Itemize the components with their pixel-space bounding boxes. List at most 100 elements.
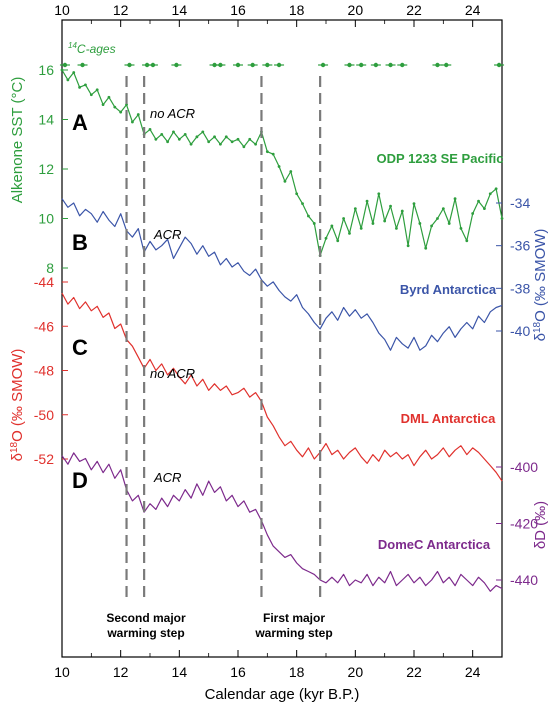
c14-age-point-8	[235, 62, 241, 68]
x-tick-label-top-1: 12	[113, 2, 129, 18]
series-point-A-55	[383, 219, 387, 223]
series-point-A-6	[95, 88, 99, 92]
y-axis-label-A: Alkenone SST (°C)	[9, 77, 26, 204]
c14-age-point-3	[144, 62, 150, 68]
c14-ages-label: 14C-ages	[68, 41, 116, 56]
series-point-A-29	[230, 140, 234, 144]
plot-frame	[61, 19, 503, 658]
second-step-label-line2: warming step	[106, 626, 184, 640]
series-point-A-63	[430, 224, 433, 228]
series-point-A-1	[66, 78, 70, 82]
series-point-A-38	[283, 179, 287, 183]
y-axis-label-D: δD (‰)	[532, 501, 549, 549]
x-tick-label-bottom-3: 16	[230, 664, 246, 680]
panel-name-A: ODP 1233 SE Pacific	[377, 151, 504, 166]
series-point-A-58	[400, 209, 404, 213]
panel-name-D: DomeC Antarctica	[378, 537, 491, 552]
series-point-A-53	[371, 222, 375, 225]
x-tick-label-top-2: 14	[172, 2, 188, 18]
y-tick-label-B-3: -40	[510, 323, 530, 339]
series-point-A-7	[101, 103, 105, 107]
y-tick-label-D-2: -440	[510, 572, 538, 588]
y-tick-label-D-1: -420	[510, 516, 538, 532]
series-point-A-5	[89, 93, 93, 97]
x-tick-label-top-7: 24	[465, 2, 481, 18]
panel-letter-D: D	[72, 468, 88, 493]
x-axis-label: Calendar age (kyr B.P.)	[205, 686, 360, 703]
c14-age-point-14	[359, 62, 364, 68]
series-point-A-75	[500, 217, 504, 220]
c14-age-point-18	[435, 62, 440, 68]
c14-age-point-12	[320, 62, 326, 68]
y-tick-label-C-0: -44	[34, 274, 54, 290]
series-point-A-54	[377, 192, 381, 196]
series-point-A-20	[177, 137, 181, 141]
series-point-A-41	[301, 202, 304, 206]
series-point-A-46	[330, 224, 334, 228]
series-point-A-15	[148, 127, 152, 131]
series-point-A-3	[78, 85, 81, 89]
panel-annotation-A: no ACR	[150, 106, 195, 121]
series-point-A-23	[195, 135, 199, 139]
series-point-A-39	[289, 170, 293, 173]
x-tick-label-top-5: 20	[348, 2, 364, 18]
x-tick-label-top-3: 16	[230, 2, 246, 18]
y-tick-label-D-0: -400	[510, 459, 538, 475]
series-point-A-57	[395, 227, 398, 230]
series-point-A-18	[166, 140, 170, 144]
series-point-A-4	[84, 83, 87, 87]
panel-annotation-B: ACR	[153, 227, 181, 242]
y-tick-label-B-2: -38	[510, 280, 530, 296]
series-point-A-49	[348, 231, 351, 235]
series-point-A-50	[353, 207, 357, 211]
x-tick-label-bottom-0: 10	[54, 664, 70, 680]
y-tick-label-C-4: -52	[34, 451, 54, 467]
series-point-A-37	[277, 165, 281, 168]
series-point-A-8	[107, 95, 111, 99]
x-tick-label-bottom-6: 22	[406, 664, 422, 680]
x-tick-label-bottom-7: 24	[465, 664, 481, 680]
series-point-A-56	[389, 204, 392, 208]
series-point-A-68	[459, 227, 463, 230]
series-point-A-40	[295, 192, 299, 196]
series-point-A-31	[242, 145, 246, 149]
series-point-A-66	[447, 222, 451, 225]
series-line-C	[61, 292, 503, 482]
y-axis-label-B: δ18O (‰ SMOW)	[532, 229, 549, 342]
series-point-A-21	[183, 132, 187, 136]
y-tick-label-B-1: -36	[510, 238, 530, 254]
series-point-A-24	[201, 130, 205, 134]
panel-annotation-C: no ACR	[150, 366, 195, 381]
y-tick-label-C-2: -48	[34, 363, 54, 379]
series-point-A-71	[477, 199, 480, 203]
series-point-A-26	[213, 135, 216, 139]
series-point-A-19	[172, 130, 175, 134]
y-tick-label-A-1: 10	[38, 211, 54, 227]
series-point-A-70	[471, 212, 475, 215]
series-point-A-2	[72, 71, 76, 74]
y-tick-label-C-1: -46	[34, 318, 54, 334]
series-point-A-65	[441, 207, 445, 211]
panel-letter-C: C	[72, 335, 88, 360]
series-point-A-35	[265, 150, 269, 154]
c14-age-point-11	[276, 62, 282, 68]
series-point-A-51	[359, 227, 363, 230]
series-point-A-32	[248, 137, 252, 141]
series-point-A-72	[483, 207, 486, 211]
series-point-A-59	[406, 244, 410, 248]
c14-age-point-4	[150, 62, 156, 68]
series-line-A	[61, 69, 503, 257]
c14-age-point-6	[212, 62, 217, 68]
y-tick-label-B-0: -34	[510, 195, 530, 211]
series-point-A-9	[113, 105, 117, 109]
series-point-A-36	[271, 152, 275, 156]
y-tick-label-C-3: -50	[34, 407, 54, 423]
c14-age-point-20	[496, 62, 502, 68]
c14-age-point-2	[127, 62, 132, 68]
series-point-A-33	[254, 142, 257, 146]
series-point-A-62	[424, 246, 428, 250]
series-point-A-61	[418, 222, 422, 225]
series-point-A-12	[131, 120, 134, 124]
series-point-A-74	[494, 187, 498, 191]
